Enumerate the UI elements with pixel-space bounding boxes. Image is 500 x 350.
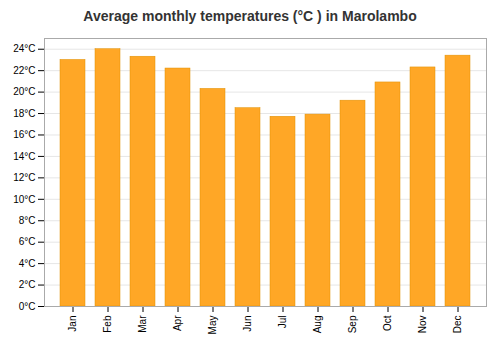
html-text:Average monthly temperatures (: Average monthly temperatures (°C ) in Ma… bbox=[83, 8, 417, 24]
svg-text:Dec: Dec bbox=[452, 316, 463, 334]
svg-text:4°C: 4°C bbox=[19, 258, 36, 269]
svg-text:Sep: Sep bbox=[347, 315, 358, 333]
svg-text:2°C: 2°C bbox=[19, 279, 36, 290]
svg-text:Aug: Aug bbox=[312, 316, 323, 334]
svg-text:Oct: Oct bbox=[382, 315, 393, 331]
svg-text:Jan: Jan bbox=[67, 316, 78, 332]
svg-text:16°C: 16°C bbox=[13, 129, 35, 140]
svg-text:Nov: Nov bbox=[417, 316, 428, 334]
svg-text:24°C: 24°C bbox=[13, 43, 35, 54]
svg-text:14°C: 14°C bbox=[13, 151, 35, 162]
svg-text:8°C: 8°C bbox=[19, 215, 36, 226]
svg-text:22°C: 22°C bbox=[13, 65, 35, 76]
svg-text:Jul: Jul bbox=[277, 316, 288, 329]
svg-text:Feb: Feb bbox=[102, 315, 113, 333]
svg-text:10°C: 10°C bbox=[13, 194, 35, 205]
svg-text:18°C: 18°C bbox=[13, 108, 35, 119]
svg-text:0°C: 0°C bbox=[19, 301, 36, 312]
svg-text:Mar: Mar bbox=[137, 315, 148, 333]
svg-text:Jun: Jun bbox=[242, 316, 253, 332]
svg-text:12°C: 12°C bbox=[13, 172, 35, 183]
svg-text:Apr: Apr bbox=[172, 315, 183, 331]
svg-text:May: May bbox=[207, 316, 218, 335]
svg-text:20°C: 20°C bbox=[13, 86, 35, 97]
svg-text:6°C: 6°C bbox=[19, 236, 36, 247]
